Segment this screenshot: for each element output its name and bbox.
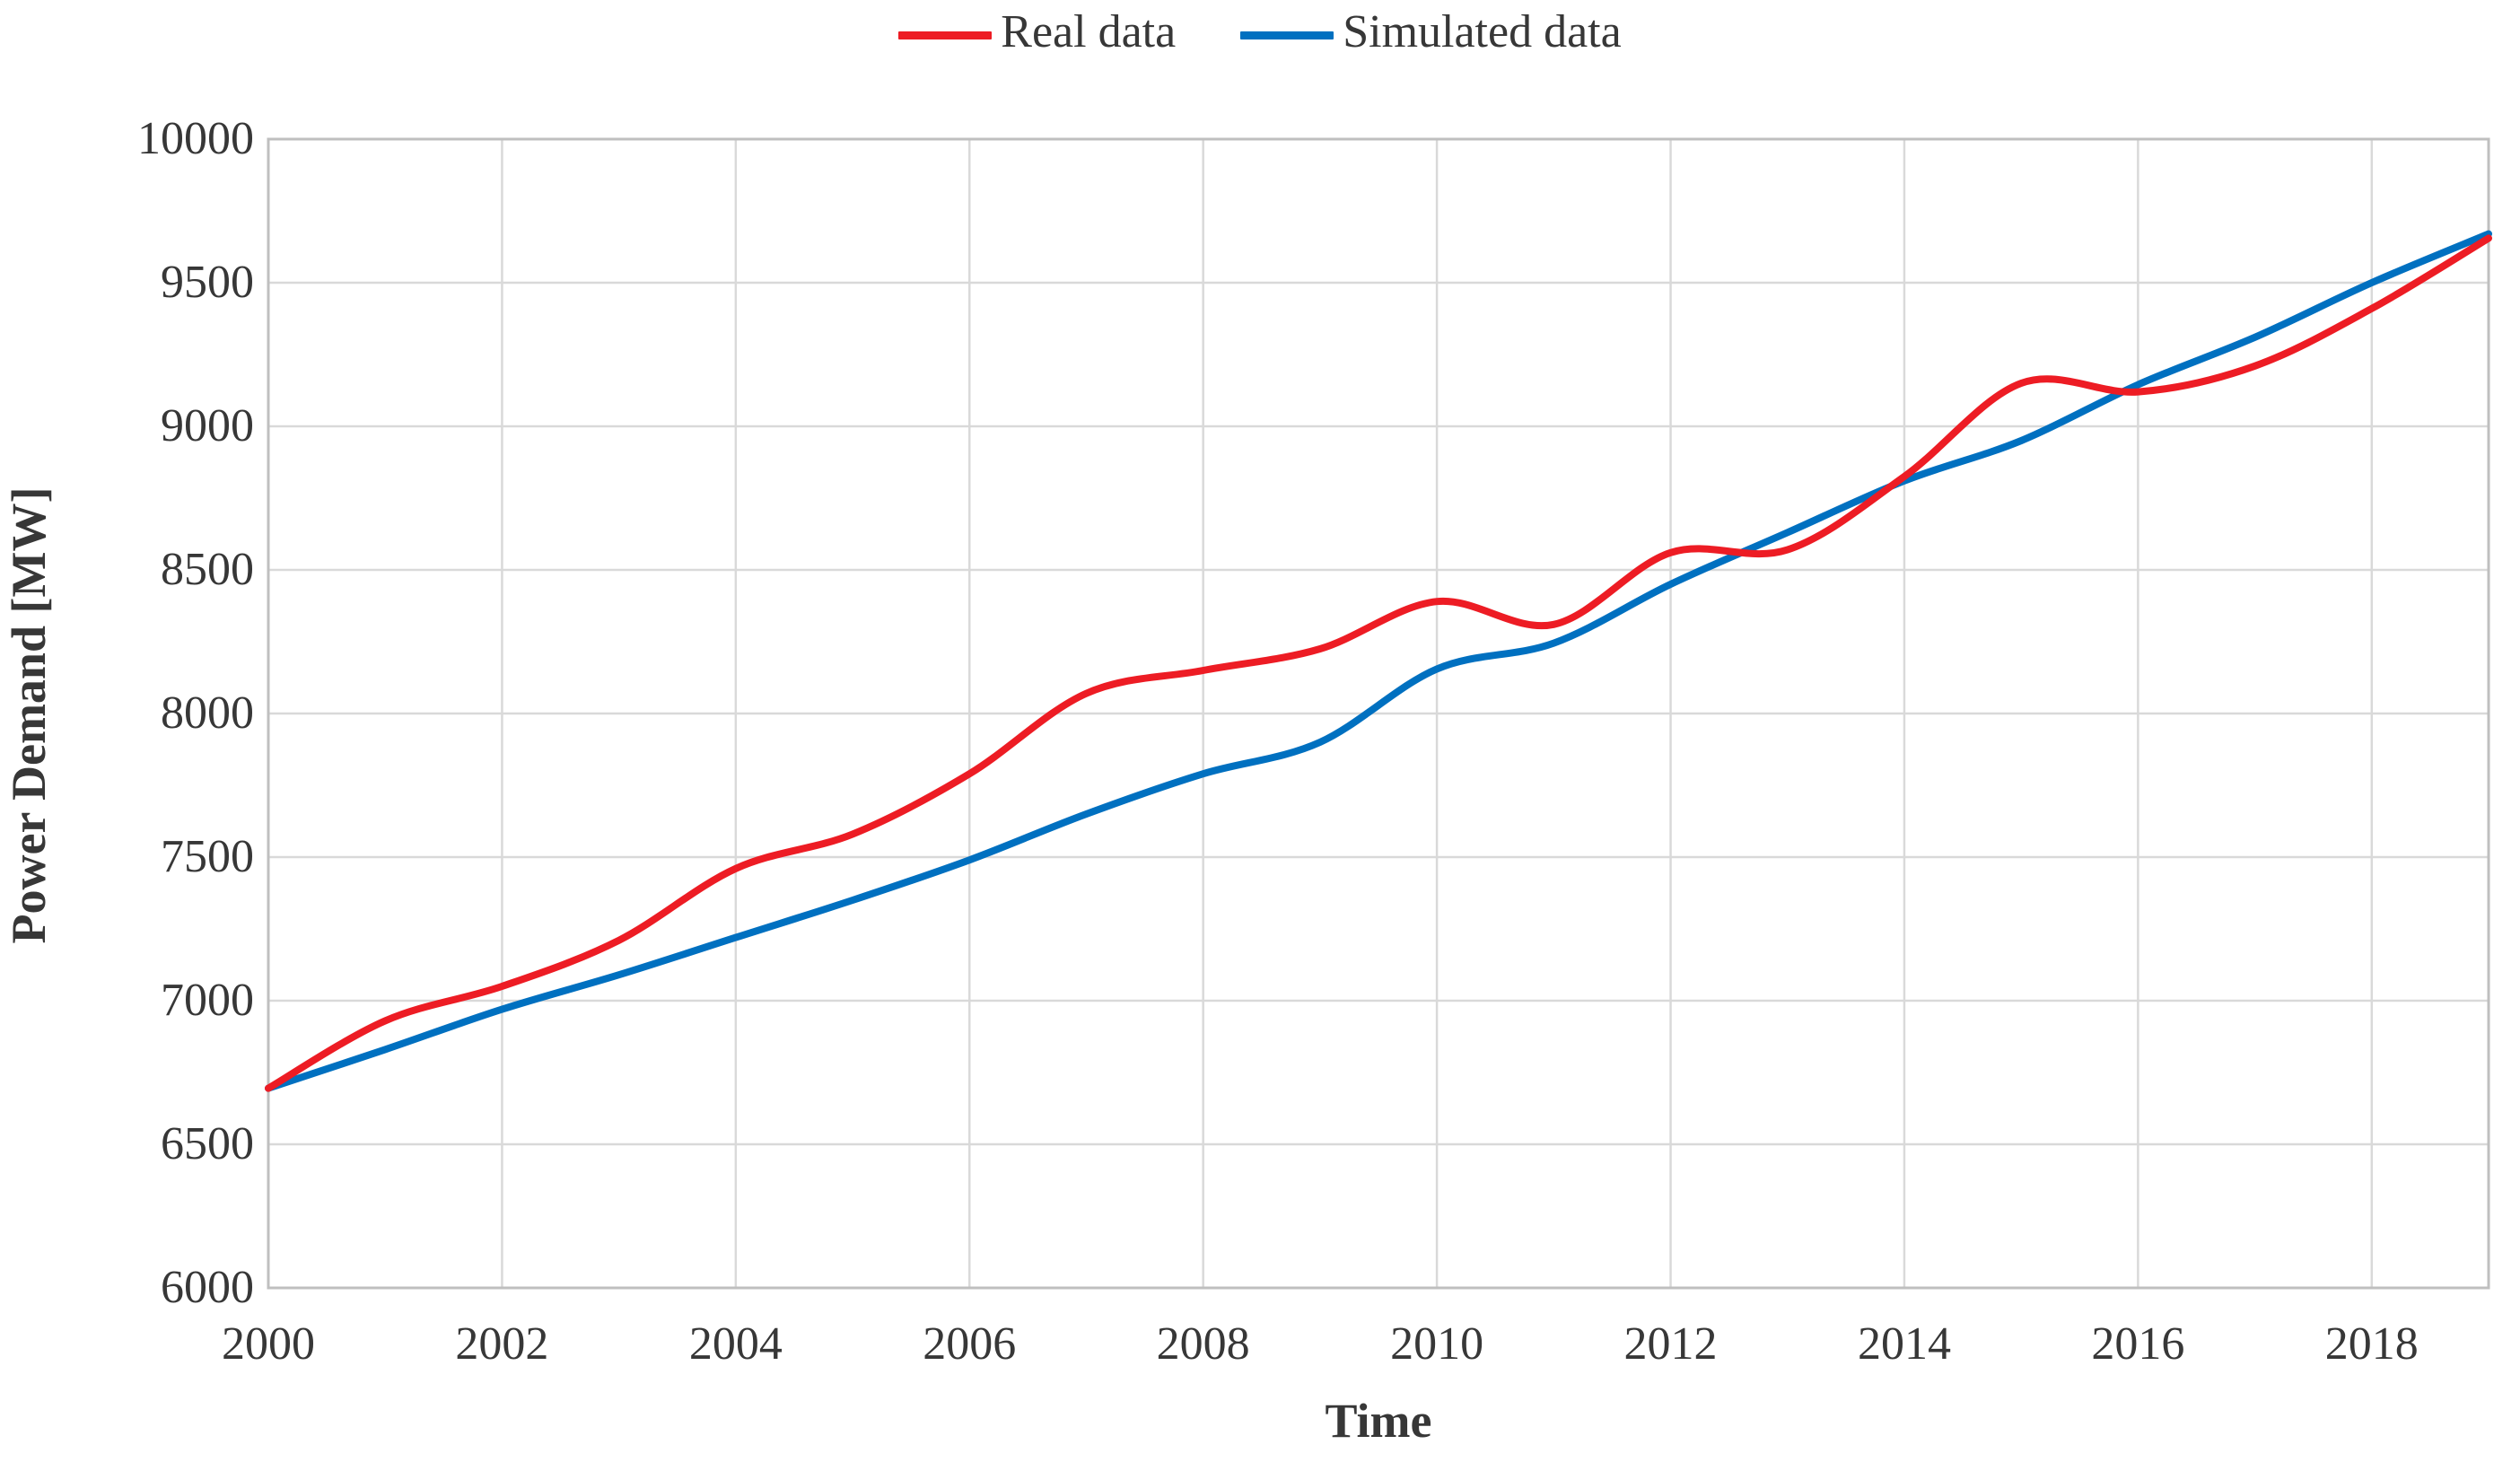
horizontal-gridlines: [268, 137, 2489, 1290]
legend-item-real-data: Real data: [898, 9, 1176, 61]
simulated-data-line: [265, 230, 2492, 1092]
legend-item-simulated-data: Simulated data: [1240, 6, 1622, 61]
x-tick-label: 2018: [2324, 1318, 2419, 1370]
x-tick-label: 2016: [2091, 1318, 2185, 1370]
legend-label-real-data: Real data: [1001, 6, 1177, 57]
plot-border: [267, 137, 2490, 1290]
x-tick-label: 2012: [1623, 1318, 1718, 1370]
red-line-swatch-icon: [898, 31, 993, 39]
x-tick-label: 2010: [1390, 1318, 1484, 1370]
x-tick-label: 2004: [688, 1318, 783, 1370]
x-axis-title: Time: [1325, 1394, 1432, 1448]
y-tick-label: 9000: [161, 400, 254, 451]
y-axis-title: Power Demand [MW]: [2, 486, 56, 944]
y-tick-label: 8000: [161, 687, 254, 739]
y-tick-label: 8500: [161, 544, 254, 595]
x-tick-label: 2014: [1857, 1318, 1951, 1370]
real-data-line: [265, 234, 2492, 1092]
x-tick-label: 2000: [222, 1318, 315, 1370]
blue-line-swatch-icon: [1240, 31, 1334, 39]
y-tick-label: 9500: [161, 257, 254, 308]
legend-label-simulated-data: Simulated data: [1343, 6, 1622, 57]
x-tick-label: 2008: [1156, 1318, 1250, 1370]
legend: Real data Simulated data: [0, 9, 2520, 61]
x-tick-label: 2006: [923, 1318, 1017, 1370]
x-tick-label: 2002: [455, 1318, 549, 1370]
y-tick-label: 10000: [137, 113, 254, 164]
y-tick-label: 7500: [161, 831, 254, 882]
y-tick-label: 7000: [161, 975, 254, 1026]
y-tick-label: 6000: [161, 1262, 254, 1313]
y-tick-label: 6500: [161, 1118, 254, 1169]
